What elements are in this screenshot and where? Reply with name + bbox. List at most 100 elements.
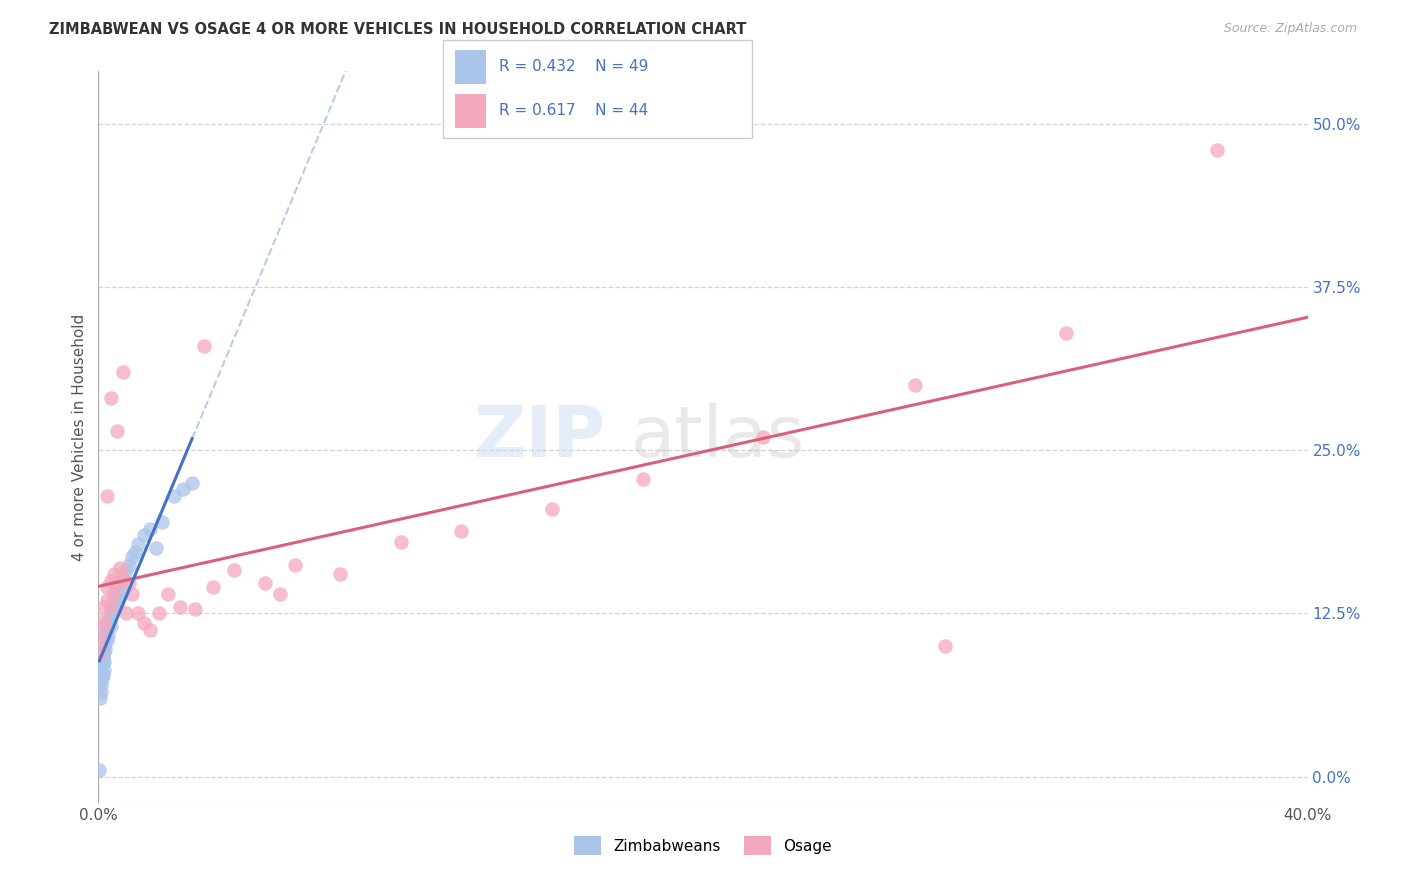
Point xyxy=(90,652,112,666)
Point xyxy=(202,580,225,594)
Point xyxy=(90,665,112,680)
Point xyxy=(90,685,112,699)
Point xyxy=(94,626,117,640)
Point xyxy=(94,641,117,656)
Point xyxy=(103,567,125,582)
Point xyxy=(904,377,927,392)
Point xyxy=(93,613,115,627)
Point xyxy=(111,571,134,585)
Text: Source: ZipAtlas.com: Source: ZipAtlas.com xyxy=(1223,22,1357,36)
Point xyxy=(145,541,167,555)
Point xyxy=(96,593,118,607)
Point xyxy=(1206,143,1229,157)
Point xyxy=(89,672,111,686)
Point xyxy=(329,567,352,582)
Point xyxy=(111,571,134,585)
Point xyxy=(93,646,115,660)
Point xyxy=(631,472,654,486)
Point xyxy=(91,667,114,682)
Point xyxy=(150,515,173,529)
Point xyxy=(184,602,207,616)
Point xyxy=(934,639,956,653)
Text: R = 0.617    N = 44: R = 0.617 N = 44 xyxy=(499,103,648,119)
Point xyxy=(389,534,412,549)
Point xyxy=(93,663,115,677)
Point xyxy=(96,624,118,638)
Point xyxy=(96,632,118,647)
Text: ZIMBABWEAN VS OSAGE 4 OR MORE VEHICLES IN HOUSEHOLD CORRELATION CHART: ZIMBABWEAN VS OSAGE 4 OR MORE VEHICLES I… xyxy=(49,22,747,37)
Point xyxy=(450,524,472,538)
Point xyxy=(98,613,121,627)
Bar xyxy=(456,95,486,128)
Point xyxy=(114,563,136,577)
Point xyxy=(103,593,125,607)
Y-axis label: 4 or more Vehicles in Household: 4 or more Vehicles in Household xyxy=(72,313,87,561)
Point xyxy=(118,558,141,573)
Point xyxy=(540,502,562,516)
Point xyxy=(108,576,131,591)
Point xyxy=(132,615,155,630)
Point xyxy=(193,339,215,353)
Point xyxy=(100,599,122,614)
Point xyxy=(132,528,155,542)
Point xyxy=(101,599,124,614)
Point xyxy=(181,475,204,490)
Point xyxy=(93,655,115,669)
Point xyxy=(169,599,191,614)
Point xyxy=(127,537,149,551)
Point xyxy=(105,587,128,601)
Point xyxy=(124,545,146,559)
Point xyxy=(90,678,112,692)
Point xyxy=(127,607,149,621)
Point xyxy=(103,602,125,616)
Point xyxy=(111,584,134,599)
Point xyxy=(89,763,111,777)
Point xyxy=(156,587,179,601)
Point xyxy=(91,672,114,686)
Point xyxy=(93,599,115,614)
Point xyxy=(91,655,114,669)
Point xyxy=(91,619,114,633)
Point xyxy=(284,558,307,573)
Point xyxy=(163,489,186,503)
Point xyxy=(121,587,143,601)
Point xyxy=(118,576,141,591)
Point xyxy=(105,576,128,591)
Point xyxy=(752,430,775,444)
Text: ZIP: ZIP xyxy=(474,402,606,472)
Point xyxy=(93,632,115,647)
Point xyxy=(89,691,111,706)
Point xyxy=(121,550,143,565)
Point xyxy=(1054,326,1077,340)
Text: atlas: atlas xyxy=(630,402,804,472)
Point xyxy=(139,624,162,638)
Point xyxy=(89,646,111,660)
Point xyxy=(105,597,128,611)
Point xyxy=(96,615,118,630)
Point xyxy=(253,576,276,591)
Point xyxy=(96,619,118,633)
Point xyxy=(91,646,114,660)
Point xyxy=(111,365,134,379)
Point xyxy=(139,521,162,535)
Point xyxy=(96,580,118,594)
Point xyxy=(172,483,194,497)
Point xyxy=(105,424,128,438)
Point xyxy=(90,632,112,647)
FancyBboxPatch shape xyxy=(443,40,752,138)
Point xyxy=(103,587,125,601)
Point xyxy=(96,489,118,503)
Point xyxy=(269,587,291,601)
Point xyxy=(224,563,246,577)
Point xyxy=(90,658,112,673)
Point xyxy=(114,607,136,621)
Legend: Zimbabweans, Osage: Zimbabweans, Osage xyxy=(568,830,838,861)
Point xyxy=(100,574,122,588)
Point xyxy=(100,607,122,621)
Point xyxy=(148,607,170,621)
Point xyxy=(108,590,131,604)
Point xyxy=(100,391,122,405)
Point xyxy=(100,619,122,633)
Text: R = 0.432    N = 49: R = 0.432 N = 49 xyxy=(499,59,648,74)
Point xyxy=(97,629,120,643)
